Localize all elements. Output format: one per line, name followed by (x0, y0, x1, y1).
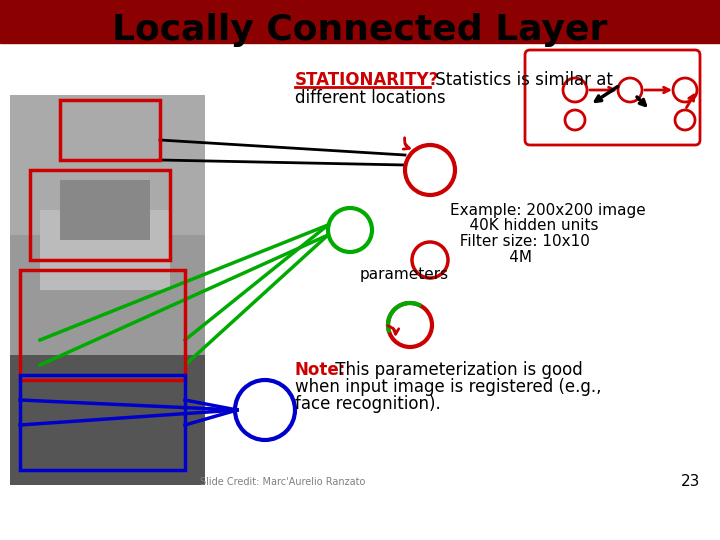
Bar (10, 355, 205, 485)
Text: 4M: 4M (480, 251, 532, 266)
Text: STATIONARITY?: STATIONARITY? (295, 71, 439, 89)
Text: 40K hidden units: 40K hidden units (450, 219, 598, 233)
Bar (10, 235, 205, 355)
FancyBboxPatch shape (10, 95, 205, 485)
Text: Note:: Note: (295, 361, 346, 379)
Bar (30, 170, 170, 260)
Bar (10, 95, 205, 235)
Bar (0, 0, 720, 43)
Bar (10, 95, 205, 485)
Text: Example: 200x200 image: Example: 200x200 image (450, 202, 646, 218)
Text: Slide Credit: Marc'Aurelio Ranzato: Slide Credit: Marc'Aurelio Ranzato (200, 477, 365, 487)
Bar (40, 210, 170, 290)
Text: parameters: parameters (360, 267, 449, 281)
Text: Filter size: 10x10: Filter size: 10x10 (450, 234, 590, 249)
Bar (60, 180, 150, 240)
Text: when input image is registered (e.g.,: when input image is registered (e.g., (295, 378, 601, 396)
Text: 23: 23 (680, 475, 700, 489)
Text: face recognition).: face recognition). (295, 395, 441, 413)
Text: different locations: different locations (295, 89, 446, 107)
Text: This parameterization is good: This parameterization is good (330, 361, 582, 379)
Bar (20, 270, 185, 380)
Text: Locally Connected Layer: Locally Connected Layer (112, 13, 608, 47)
Text: Statistics is similar at: Statistics is similar at (430, 71, 613, 89)
Bar (60, 100, 160, 160)
Bar (20, 375, 185, 470)
